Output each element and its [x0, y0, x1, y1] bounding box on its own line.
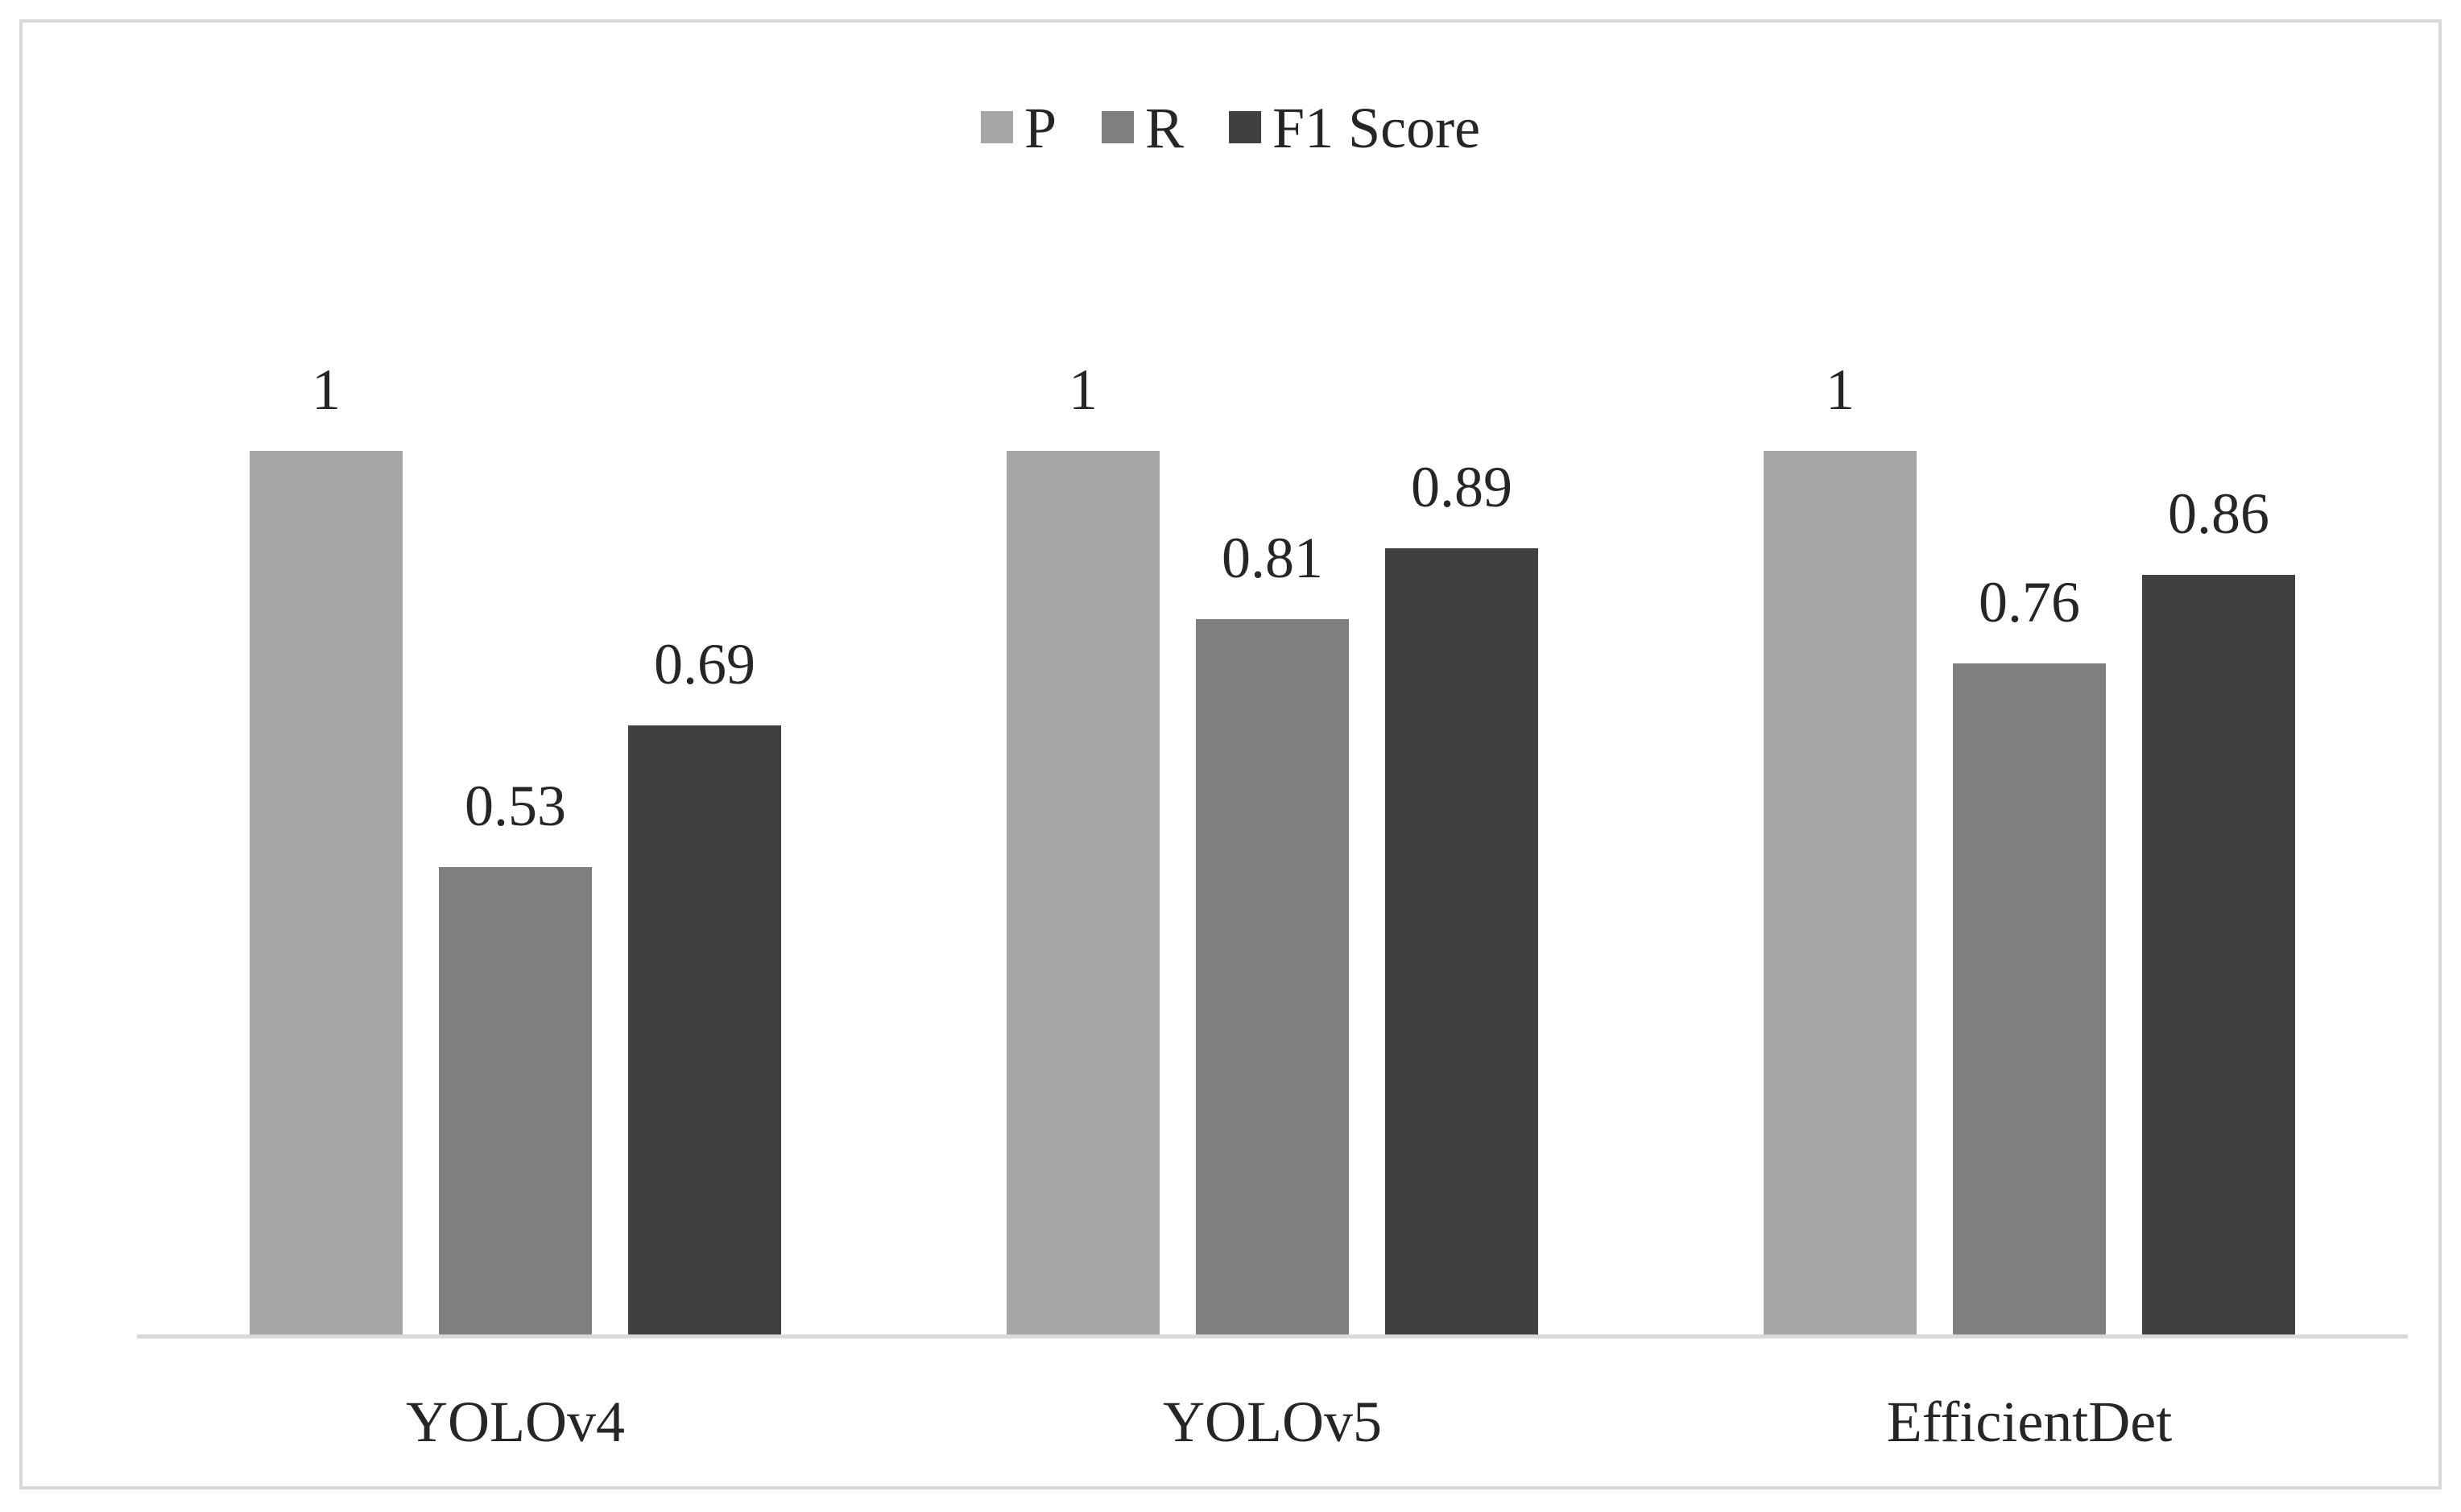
bar-yolov5-p	[1007, 451, 1160, 1336]
bar-yolov4-r	[439, 867, 592, 1336]
data-label-efficientdet-p: 1	[1826, 357, 1855, 422]
bar-yolov4-f1-score	[628, 725, 781, 1336]
data-label-efficientdet-r: 0.76	[1979, 570, 2080, 634]
data-label-yolov5-r: 0.81	[1222, 526, 1323, 590]
data-label-efficientdet-f1-score: 0.86	[2168, 481, 2269, 546]
legend-label-f1-score: F1 Score	[1272, 96, 1480, 160]
bar-yolov5-f1-score	[1385, 548, 1538, 1336]
data-label-yolov4-p: 1	[312, 357, 341, 422]
bar-efficientdet-f1-score	[2142, 575, 2295, 1336]
x-tick-label-yolov5: YOLOv5	[1163, 1390, 1382, 1454]
bar-efficientdet-r	[1953, 663, 2106, 1336]
x-tick-label-yolov4: YOLOv4	[406, 1390, 625, 1454]
x-tick-label-efficientdet: EfficientDet	[1887, 1390, 2173, 1454]
legend-label-r: R	[1145, 96, 1184, 160]
data-label-yolov5-f1-score: 0.89	[1411, 455, 1512, 519]
legend-swatch-r	[1102, 111, 1135, 143]
bar-yolov4-p	[250, 451, 403, 1336]
data-label-yolov4-f1-score: 0.69	[654, 632, 755, 696]
data-labels: 1 0.53 0.69 1 0.81 0.89 1 0.76 0.86	[312, 357, 2269, 838]
data-label-yolov4-r: 0.53	[465, 774, 566, 838]
data-label-yolov5-p: 1	[1069, 357, 1098, 422]
bar-yolov5-r	[1196, 619, 1349, 1336]
legend-label-p: P	[1024, 96, 1057, 160]
legend-swatch-f1-score	[1229, 111, 1262, 143]
x-axis-tick-labels: YOLOv4 YOLOv5 EfficientDet	[406, 1390, 2172, 1454]
bars	[250, 451, 2295, 1336]
legend-swatch-p	[980, 111, 1013, 143]
legend: P R F1 Score	[980, 96, 1480, 160]
bar-efficientdet-p	[1764, 451, 1917, 1336]
